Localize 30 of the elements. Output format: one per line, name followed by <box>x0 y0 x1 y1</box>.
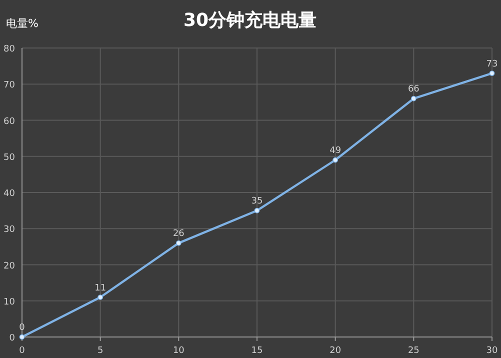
y-tick-label: 50 <box>4 152 16 163</box>
point <box>489 70 495 76</box>
x-tick-label: 30 <box>486 346 498 356</box>
point <box>176 240 182 246</box>
x-tick-label: 0 <box>19 346 26 356</box>
x-tick-label: 20 <box>330 346 342 356</box>
data-label: 73 <box>486 59 498 70</box>
y-tick-label: 40 <box>4 189 16 199</box>
data-label: 66 <box>408 84 420 95</box>
data-label: 35 <box>251 196 263 207</box>
y-tick-label: 10 <box>4 297 16 308</box>
data-label: 11 <box>94 283 106 294</box>
chart-title: 30分钟充电电量 <box>183 10 317 31</box>
y-tick-label: 20 <box>4 261 16 272</box>
y-axis-title: 电量% <box>6 17 38 30</box>
y-tick-label: 70 <box>4 80 16 91</box>
x-tick-label: 15 <box>251 346 263 356</box>
y-tick-label: 0 <box>9 334 16 344</box>
point <box>254 208 260 214</box>
y-tick-label: 60 <box>4 116 16 127</box>
point <box>332 157 338 163</box>
point <box>410 96 416 102</box>
data-label: 26 <box>172 229 185 240</box>
x-tick-label: 10 <box>172 346 185 356</box>
point <box>98 294 104 300</box>
x-tick-label: 5 <box>97 346 104 356</box>
x-tick-label: 25 <box>408 346 420 356</box>
y-tick-label: 80 <box>4 44 16 54</box>
y-tick-label: 30 <box>4 225 16 236</box>
data-label: 49 <box>330 146 342 156</box>
